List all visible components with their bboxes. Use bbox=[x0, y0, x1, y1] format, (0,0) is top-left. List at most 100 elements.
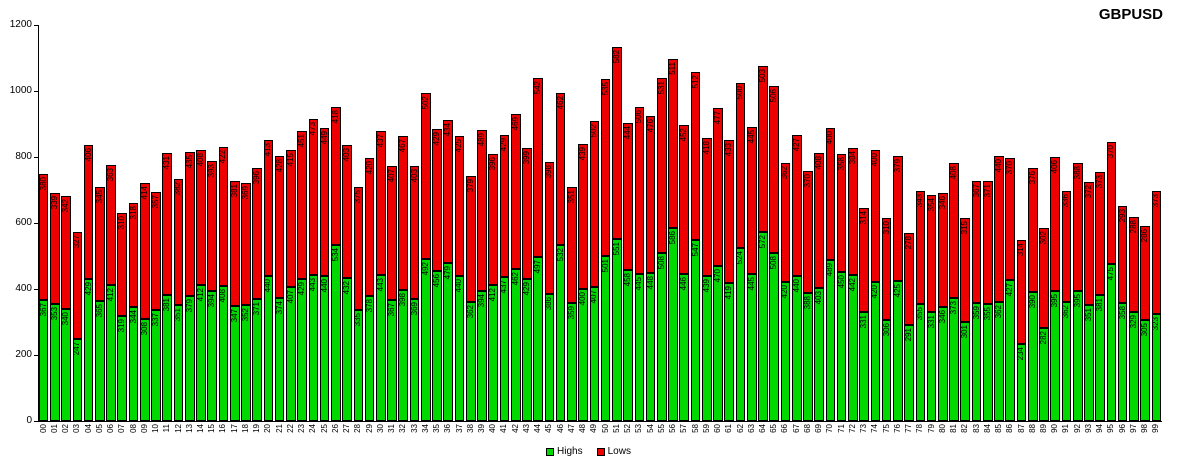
highs-segment: 331 bbox=[926, 311, 937, 421]
lows-value-label: 502 bbox=[589, 124, 599, 138]
bar-74: 400 420 bbox=[870, 150, 881, 421]
lows-value-label: 469 bbox=[510, 116, 520, 131]
lows-segment: 403 bbox=[410, 166, 420, 300]
highs-value-label: 425 bbox=[892, 283, 902, 298]
highs-segment: 445 bbox=[634, 274, 645, 421]
highs-segment: 425 bbox=[892, 280, 903, 421]
lows-value-label: 363 bbox=[106, 168, 116, 182]
x-tick-label: 82 bbox=[960, 424, 970, 433]
highs-value-label: 440 bbox=[319, 278, 329, 293]
highs-value-label: 448 bbox=[645, 276, 655, 290]
bar-83: 367 359 bbox=[972, 181, 982, 421]
x-tick-label: 72 bbox=[847, 424, 857, 433]
highs-segment: 340 bbox=[61, 308, 71, 421]
x-tick-label: 61 bbox=[724, 424, 734, 433]
lows-value-label: 382 bbox=[173, 182, 183, 196]
x-tick-label: 58 bbox=[690, 424, 700, 433]
y-tick bbox=[34, 90, 38, 92]
lows-segment: 437 bbox=[376, 130, 386, 275]
highs-value-label: 398 bbox=[398, 292, 408, 307]
lows-segment: 462 bbox=[556, 92, 566, 246]
lows-segment: 373 bbox=[1095, 172, 1105, 296]
x-tick-label: 18 bbox=[240, 424, 250, 433]
x-tick-label: 17 bbox=[229, 424, 239, 433]
lows-value-label: 428 bbox=[274, 159, 284, 173]
lows-value-label: 343 bbox=[915, 193, 925, 208]
highs-value-label: 335 bbox=[353, 313, 363, 327]
highs-value-label: 446 bbox=[679, 276, 689, 291]
highs-value-label: 371 bbox=[252, 301, 262, 315]
highs-value-label: 308 bbox=[139, 322, 149, 336]
lows-value-label: 398 bbox=[544, 165, 554, 179]
lows-value-label: 477 bbox=[713, 111, 722, 125]
bar-10: 357 337 bbox=[151, 191, 161, 421]
highs-value-label: 456 bbox=[432, 273, 441, 287]
highs-segment: 524 bbox=[735, 248, 746, 421]
x-tick-label: 83 bbox=[971, 424, 981, 433]
lows-value-label: 433 bbox=[724, 142, 734, 157]
lows-value-label: 371 bbox=[982, 184, 992, 198]
lows-value-label: 362 bbox=[780, 165, 790, 180]
x-tick-label: 90 bbox=[1050, 424, 1060, 433]
x-tick-label: 62 bbox=[735, 424, 745, 433]
lows-segment: 351 bbox=[567, 186, 577, 303]
lows-segment: 388 bbox=[1073, 162, 1083, 291]
highs-value-label: 450 bbox=[836, 275, 846, 289]
x-tick-label: 46 bbox=[555, 424, 565, 433]
highs-value-label: 394 bbox=[476, 293, 486, 308]
x-tick-label: 91 bbox=[1061, 424, 1071, 433]
highs-value-label: 524 bbox=[735, 251, 745, 265]
highs-segment: 440 bbox=[454, 275, 465, 421]
bar-54: 476 448 bbox=[646, 116, 656, 421]
lows-segment: 473 bbox=[308, 118, 319, 275]
lows-segment: 367 bbox=[972, 181, 982, 303]
highs-value-label: 381 bbox=[162, 298, 172, 312]
highs-value-label: 420 bbox=[870, 285, 880, 299]
highs-segment: 355 bbox=[915, 303, 926, 421]
bar-63: 445 445 bbox=[747, 127, 757, 421]
bar-11: 431 381 bbox=[162, 153, 173, 421]
lows-value-label: 339 bbox=[49, 195, 59, 209]
x-tick-label: 12 bbox=[173, 424, 183, 433]
bar-92: 388 395 bbox=[1073, 162, 1083, 421]
highs-value-label: 305 bbox=[1140, 323, 1150, 337]
lows-value-label: 278 bbox=[904, 236, 914, 250]
highs-segment: 371 bbox=[252, 298, 262, 421]
lows-value-label: 542 bbox=[533, 81, 543, 95]
highs-value-label: 351 bbox=[173, 308, 183, 322]
x-tick-label: 67 bbox=[791, 424, 801, 433]
x-tick-label: 51 bbox=[611, 424, 621, 433]
highs-value-label: 331 bbox=[859, 314, 869, 329]
highs-segment: 547 bbox=[691, 240, 701, 421]
lows-value-label: 314 bbox=[1016, 243, 1026, 257]
highs-value-label: 470 bbox=[713, 268, 722, 283]
highs-value-label: 331 bbox=[926, 314, 936, 329]
bar-20: 413 440 bbox=[263, 139, 274, 421]
lows-value-label: 373 bbox=[1151, 194, 1161, 208]
bar-78: 343 355 bbox=[915, 190, 926, 421]
lows-segment: 420 bbox=[365, 157, 375, 297]
lows-value-label: 535 bbox=[600, 82, 610, 96]
bar-48: 439 400 bbox=[578, 144, 588, 421]
lows-value-label: 506 bbox=[634, 110, 644, 124]
x-tick-label: 89 bbox=[1038, 424, 1048, 433]
x-tick-label: 16 bbox=[218, 424, 228, 433]
highs-segment: 448 bbox=[646, 273, 656, 421]
lows-value-label: 318 bbox=[128, 205, 138, 219]
lows-value-label: 502 bbox=[420, 95, 430, 110]
highs-value-label: 386 bbox=[544, 296, 554, 310]
highs-segment: 419 bbox=[724, 282, 735, 421]
highs-segment: 359 bbox=[972, 302, 982, 421]
y-tick bbox=[34, 24, 38, 26]
x-tick-label: 34 bbox=[420, 424, 430, 433]
x-tick-label: 85 bbox=[994, 424, 1004, 433]
bar-49: 502 407 bbox=[589, 121, 600, 421]
highs-value-label: 412 bbox=[195, 288, 205, 302]
lows-segment: 469 bbox=[510, 113, 521, 269]
x-tick-label: 75 bbox=[881, 424, 891, 433]
x-tick-label: 81 bbox=[949, 424, 959, 433]
highs-value-label: 429 bbox=[297, 282, 307, 296]
y-tick-label: 1200 bbox=[9, 19, 32, 30]
bar-77: 278 291 bbox=[904, 233, 914, 421]
bar-31: 407 367 bbox=[387, 165, 397, 421]
